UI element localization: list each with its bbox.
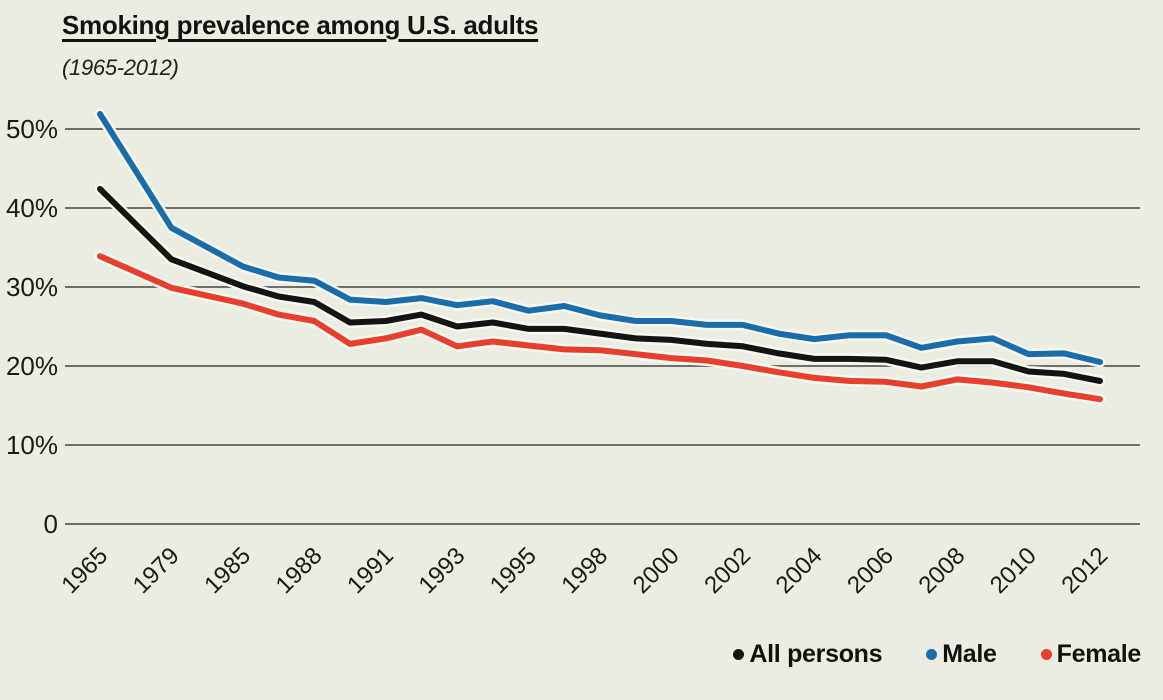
y-axis-tick-label: 10% <box>6 430 58 460</box>
series-line-all-persons <box>97 186 1103 384</box>
legend-item-all-persons: All persons <box>733 640 883 669</box>
series-line-male <box>97 111 1103 365</box>
x-axis-tick-label: 1995 <box>485 542 542 599</box>
chart-subtitle: (1965-2012) <box>62 55 179 80</box>
y-axis-tick-label: 30% <box>6 272 58 302</box>
legend-dot-all-persons-icon <box>733 649 745 660</box>
x-axis-tick-label: 1998 <box>556 542 613 599</box>
series-halo-male <box>94 108 1106 368</box>
x-axis-tick-label: 1985 <box>199 542 256 599</box>
x-axis-tick-label: 2004 <box>771 542 828 599</box>
x-axis-tick-label: 1988 <box>271 542 328 599</box>
series-line-female <box>97 253 1103 403</box>
x-axis-tick-label: 2012 <box>1056 542 1113 599</box>
x-axis-tick-label: 1991 <box>342 542 399 599</box>
chart-title: Smoking prevalence among U.S. adults <box>62 10 539 40</box>
x-axis-tick-label: 1979 <box>128 542 185 599</box>
legend-dot-male-icon <box>926 649 938 660</box>
x-axis-tick-label: 2002 <box>699 542 756 599</box>
y-axis-tick-label: 20% <box>6 351 58 381</box>
y-axis-tick-label: 0 <box>44 509 58 539</box>
x-axis-tick-label: 2008 <box>914 542 971 599</box>
legend-label-all-persons: All persons <box>749 640 883 668</box>
legend-item-male: Male <box>926 640 997 669</box>
legend-dot-female-icon <box>1040 649 1052 660</box>
legend-item-female: Female <box>1040 640 1142 669</box>
x-axis-tick-label: 1993 <box>414 542 471 599</box>
x-axis-tick-label: 2000 <box>628 542 685 599</box>
x-axis-tick-label: 1965 <box>56 542 113 599</box>
y-axis-tick-label: 40% <box>6 193 58 223</box>
legend-label-female: Female <box>1056 640 1142 668</box>
chart-header: Smoking prevalence among U.S. adults (19… <box>62 10 538 81</box>
x-axis-tick-label: 2010 <box>985 542 1042 599</box>
y-axis-tick-label: 50% <box>6 114 58 144</box>
legend-label-male: Male <box>942 640 997 668</box>
x-axis-tick-label: 2006 <box>842 542 899 599</box>
chart-legend: All persons Male Female <box>733 640 1141 669</box>
series-halo-female <box>94 250 1106 405</box>
